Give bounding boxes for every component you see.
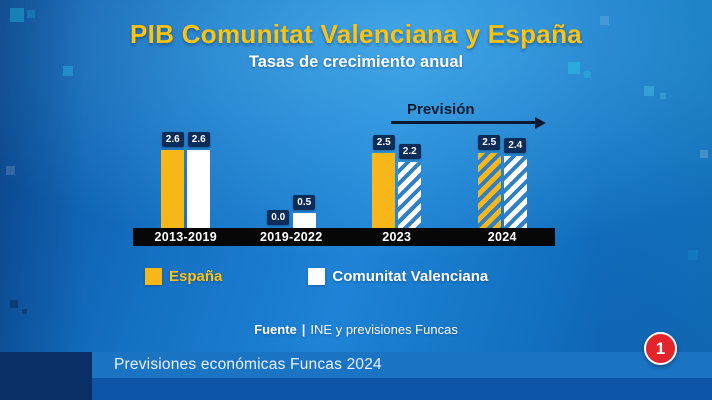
lower-third-base xyxy=(0,378,712,400)
value-label: 2.4 xyxy=(504,138,527,153)
bar-group: 2.5 2.2 xyxy=(344,124,450,228)
value-label: 2.5 xyxy=(478,135,501,150)
axis-label: 2024 xyxy=(487,230,517,244)
lower-third-left-block xyxy=(0,352,92,400)
bar xyxy=(477,153,501,228)
value-label: 2.2 xyxy=(398,144,421,159)
prevision-arrow-line xyxy=(391,121,535,124)
value-label: 2.6 xyxy=(161,132,184,147)
source-label: Fuente xyxy=(254,322,297,337)
bar-column: 2.2 xyxy=(398,144,422,228)
axis-label: 2013-2019 xyxy=(154,230,217,244)
pixel-decoration xyxy=(660,93,666,99)
comunitat-valenciana-swatch xyxy=(308,268,326,285)
bar-column: 2.4 xyxy=(503,138,527,228)
source-text: INE y previsiones Funcas xyxy=(310,322,458,337)
bar-group: 2.6 2.6 xyxy=(133,124,239,228)
bar-column: 0.0 xyxy=(267,210,290,228)
bar-column: 2.6 xyxy=(187,132,211,228)
pixel-decoration xyxy=(644,86,654,96)
legend-item-comunitat-valenciana: Comunitat Valenciana xyxy=(308,268,488,285)
espana-swatch xyxy=(145,268,162,285)
bar-group: 0.0 0.5 xyxy=(239,124,345,228)
pixel-decoration xyxy=(10,300,18,308)
bar xyxy=(161,150,185,228)
bar-group: 2.5 2.4 xyxy=(450,124,556,228)
chart-title: PIB Comunitat Valenciana y España xyxy=(129,19,583,49)
bar xyxy=(503,156,527,228)
legend-label-espana: España xyxy=(169,268,223,285)
pixel-decoration xyxy=(27,10,35,18)
bar-column: 2.5 xyxy=(372,135,396,228)
bar-chart: Previsión 2.6 2.6 0.0 0.5 2.5 2.2 2.5 2.4 2013-… xyxy=(133,101,555,246)
bar xyxy=(398,162,422,228)
source-line: Fuente | INE y previsiones Funcas xyxy=(0,322,712,337)
pixel-decoration xyxy=(6,166,15,175)
axis-label: 2019-2022 xyxy=(260,230,323,244)
pixel-decoration xyxy=(600,16,609,25)
pixel-decoration xyxy=(22,309,27,314)
bar xyxy=(292,213,316,228)
pixel-decoration xyxy=(568,62,580,74)
axis-label: 2023 xyxy=(382,230,412,244)
value-label: 2.6 xyxy=(187,132,210,147)
legend-label-comunitat-valenciana: Comunitat Valenciana xyxy=(332,268,489,285)
channel-logo: 1 xyxy=(644,332,677,365)
source-separator: | xyxy=(301,322,306,337)
pixel-decoration xyxy=(688,250,698,260)
plot-area: 2.6 2.6 0.0 0.5 2.5 2.2 2.5 2.4 xyxy=(133,124,555,228)
legend: España Comunitat Valenciana xyxy=(133,268,555,285)
bar-column: 0.5 xyxy=(292,195,316,228)
pixel-decoration xyxy=(700,150,708,158)
bar-column: 2.6 xyxy=(161,132,185,228)
bar xyxy=(372,153,396,228)
channel-number: 1 xyxy=(655,338,666,358)
chart-subtitle: Tasas de crecimiento anual xyxy=(248,53,464,71)
lower-third-band xyxy=(0,352,712,378)
value-label: 0.0 xyxy=(267,210,290,225)
value-label: 0.5 xyxy=(293,195,316,210)
prevision-label: Previsión xyxy=(407,101,475,118)
value-label: 2.5 xyxy=(372,135,395,150)
pixel-decoration xyxy=(10,8,24,22)
pixel-decoration xyxy=(63,66,73,76)
x-axis: 2013-2019 2019-2022 2023 2024 xyxy=(133,228,555,246)
ticker-caption: Previsiones económicas Funcas 2024 xyxy=(114,356,382,373)
bar xyxy=(187,150,211,228)
pixel-decoration xyxy=(584,71,591,78)
prevision-annotation: Previsión xyxy=(391,100,546,129)
legend-item-espana: España xyxy=(145,268,222,285)
bar-column: 2.5 xyxy=(477,135,501,228)
arrow-right-icon xyxy=(535,116,546,129)
